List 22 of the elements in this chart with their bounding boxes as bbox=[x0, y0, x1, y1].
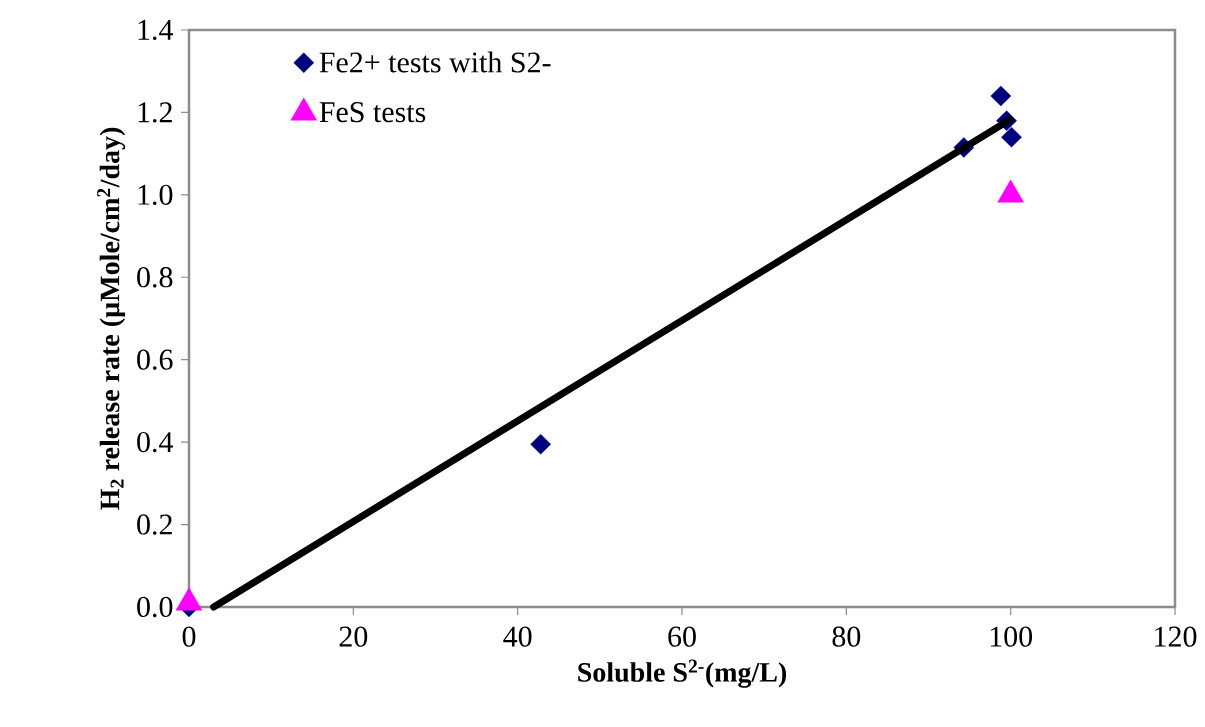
point bbox=[530, 433, 552, 455]
x-tick-label: 60 bbox=[668, 626, 696, 647]
legend-label: Fe2+ tests with S2- bbox=[319, 51, 551, 73]
point bbox=[990, 85, 1012, 107]
y-tick-label: 0.6 bbox=[137, 349, 173, 370]
point bbox=[1001, 126, 1022, 148]
x-axis-title: Soluble S$^{2-}$(mg/L) bbox=[578, 659, 787, 688]
y-tick-label: 1.2 bbox=[138, 102, 172, 123]
x-tick-label: 80 bbox=[832, 626, 861, 647]
legend-label: FeS tests bbox=[319, 102, 426, 123]
y-tick-label: 1.4 bbox=[138, 19, 174, 41]
y-tick-label: 0.4 bbox=[137, 431, 174, 453]
y-tick-label: 1.0 bbox=[138, 184, 173, 206]
x-tick-label: 0 bbox=[182, 626, 196, 647]
y-tick-label: 0.2 bbox=[137, 514, 172, 535]
x-tick-label: 40 bbox=[503, 626, 532, 647]
y-tick-label: 0.8 bbox=[137, 267, 173, 288]
x-tick-label: 20 bbox=[339, 626, 368, 647]
y-axis-title: H$_{2}$ release rate (µMole/cm$^{2}$/day) bbox=[97, 127, 126, 510]
x-tick-label: 120 bbox=[1155, 626, 1197, 647]
y-tick-label: 0.0 bbox=[137, 596, 173, 618]
x-tick-label: 100 bbox=[990, 626, 1033, 647]
